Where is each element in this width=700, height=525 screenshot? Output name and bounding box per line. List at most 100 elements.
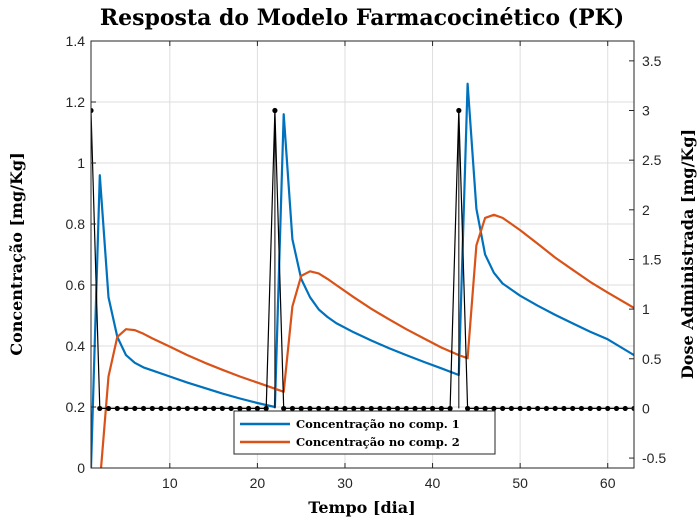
dose-point [263, 405, 269, 412]
dose-point [140, 405, 147, 412]
dose-point [359, 405, 366, 412]
dose-point [97, 405, 103, 412]
right-axis-ticks: -0.5 0 0.5 1 1.5 2 2.5 3 3.5 [629, 53, 666, 466]
dose-point [211, 405, 217, 412]
dose-point [552, 405, 558, 412]
series-layer [91, 82, 634, 468]
legend: Concentração no comp. 1 Concentração no … [233, 410, 496, 455]
tick-label-left: 1.2 [66, 94, 86, 110]
tick-label-right: 1 [642, 301, 650, 317]
dose-point [412, 405, 418, 412]
tick-label-left: 0 [77, 460, 85, 476]
legend-box [233, 410, 496, 455]
tick-label-left: 0.6 [66, 277, 86, 293]
dose-point [508, 405, 514, 412]
dose-point [368, 405, 374, 412]
tick-label-x: 40 [425, 475, 441, 491]
tick-label-x: 20 [250, 475, 266, 491]
dose-point [184, 405, 190, 412]
tick-label-right: 2 [642, 202, 650, 218]
dose-point [316, 405, 322, 412]
chart-title: Resposta do Modelo Farmacocinético (PK) [100, 5, 624, 31]
dose-point [175, 405, 182, 412]
dose-point [605, 405, 611, 412]
dose-point [421, 405, 427, 412]
dose-point [254, 405, 261, 412]
tick-label-x: 10 [162, 475, 178, 491]
tick-label-left: 1.4 [66, 33, 86, 49]
tick-label-right: 2.5 [642, 152, 662, 168]
dose-point [578, 405, 585, 412]
plot-frame [90, 40, 635, 469]
dose-point [324, 405, 331, 412]
tick-label-left: 0.8 [66, 216, 86, 232]
dose-point [228, 405, 234, 412]
dose-point [517, 405, 523, 412]
dose-point [123, 405, 129, 412]
dose-point [464, 405, 471, 412]
tick-label-x: 50 [512, 475, 528, 491]
dose-point [500, 405, 506, 412]
dose-point [622, 405, 628, 412]
dose-point [105, 405, 112, 412]
dose-point [456, 107, 462, 114]
dose-point [394, 405, 401, 412]
dose-point [482, 405, 488, 412]
dose-point [149, 405, 155, 412]
tick-label-right: 0 [642, 400, 650, 416]
dose-point [535, 405, 541, 412]
dose-point [570, 405, 576, 412]
tick-label-left: 0.2 [66, 399, 86, 415]
dose-point [114, 405, 120, 412]
dose-point [298, 405, 304, 412]
tick-label-left: 1 [77, 155, 85, 171]
dose-point [91, 107, 94, 114]
dose-point [333, 405, 339, 412]
tick-label-left: 0.4 [66, 338, 86, 354]
dose-point [491, 405, 497, 412]
tick-label-x: 30 [337, 475, 353, 491]
dose-point [237, 405, 243, 412]
dose-point [403, 405, 409, 412]
x-axis-ticks: 10 20 30 40 50 60 [162, 41, 616, 491]
dose-point [193, 405, 199, 412]
legend-label-series-1: Concentração no comp. 1 [296, 417, 460, 431]
dose-point [596, 405, 602, 412]
dose-point [613, 405, 620, 412]
tick-label-right: 3.5 [642, 53, 662, 69]
tick-label-right: 1.5 [642, 251, 662, 267]
tick-label-right: -0.5 [642, 450, 666, 466]
dose-point [429, 405, 436, 412]
left-axis-ticks: 0 0.2 0.4 0.6 0.8 1 1.2 1.4 [66, 33, 96, 476]
dose-point [386, 405, 392, 412]
dose-point [473, 405, 479, 412]
dose-point [132, 405, 138, 412]
dose-point [377, 405, 383, 412]
dose-point [158, 405, 164, 412]
y-axis-label-left: Concentração [mg/Kg] [7, 152, 26, 355]
dose-point [246, 405, 252, 412]
dose-point [526, 405, 532, 412]
dose-point [167, 405, 173, 412]
series-line-1 [91, 82, 634, 468]
dose-point [543, 405, 550, 412]
dose-point [202, 405, 208, 412]
y-axis-label-right: Dose Administrada [mg/Kg] [678, 129, 697, 379]
tick-label-right: 3 [642, 103, 650, 119]
series-line-2 [99, 213, 634, 468]
x-axis-label: Tempo [dia] [308, 498, 415, 517]
dose-point [447, 405, 453, 412]
tick-label-x: 60 [600, 475, 616, 491]
dose-point [561, 405, 567, 412]
dose-point [272, 107, 278, 114]
dose-point [587, 405, 593, 412]
dose-point [351, 405, 357, 412]
plot-background [91, 41, 634, 468]
dose-point [281, 405, 287, 412]
dose-point [307, 405, 313, 412]
dose-point [219, 405, 225, 412]
dose-point [438, 405, 444, 412]
dose-point [289, 405, 296, 412]
dose-point [342, 405, 348, 412]
